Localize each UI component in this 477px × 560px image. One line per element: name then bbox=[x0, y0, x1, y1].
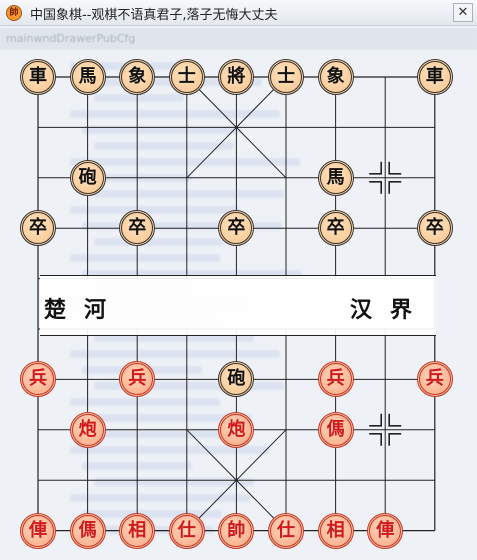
background-code-line bbox=[70, 398, 220, 406]
background-code-line bbox=[82, 126, 242, 134]
black-piece[interactable]: 車 bbox=[20, 59, 56, 95]
background-code-line bbox=[94, 238, 224, 246]
red-piece[interactable]: 炮 bbox=[218, 411, 255, 448]
background-code-line bbox=[94, 142, 234, 150]
black-piece[interactable]: 卒 bbox=[317, 210, 354, 247]
window-title: 中国象棋--观棋不语真君子,落子无悔大丈夫 bbox=[30, 8, 278, 23]
black-piece[interactable]: 卒 bbox=[119, 210, 156, 247]
black-piece[interactable]: 車 bbox=[416, 59, 453, 95]
background-code-line bbox=[70, 158, 300, 166]
background-code-line bbox=[70, 446, 270, 454]
red-piece[interactable]: 兵 bbox=[119, 361, 156, 398]
move-marker-corner bbox=[369, 181, 382, 194]
red-piece[interactable]: 仕 bbox=[168, 512, 205, 549]
red-piece[interactable]: 相 bbox=[119, 512, 156, 549]
background-code-line bbox=[82, 222, 282, 230]
background-tab: mainwndDrawerPubCfg bbox=[0, 28, 477, 50]
red-piece[interactable]: 傌 bbox=[69, 512, 106, 549]
red-piece[interactable]: 兵 bbox=[317, 361, 354, 398]
black-piece[interactable]: 砲 bbox=[69, 159, 106, 196]
red-piece[interactable]: 仕 bbox=[268, 512, 304, 549]
app-icon: 帥 bbox=[6, 5, 22, 21]
title-bar: 帥 中国象棋--观棋不语真君子,落子无悔大丈夫 ✕ bbox=[0, 0, 477, 26]
move-marker-corner bbox=[369, 433, 382, 446]
palace-diagonal bbox=[186, 76, 287, 179]
black-piece[interactable]: 卒 bbox=[218, 210, 255, 247]
black-piece[interactable]: 象 bbox=[119, 59, 156, 95]
palace-diagonal bbox=[186, 429, 287, 531]
background-code-line bbox=[70, 254, 220, 262]
background-code-line bbox=[70, 350, 280, 358]
red-piece[interactable]: 帥 bbox=[218, 512, 255, 549]
move-marker-corner bbox=[388, 181, 402, 194]
background-code-line bbox=[70, 206, 240, 214]
red-piece[interactable]: 炮 bbox=[69, 411, 106, 448]
move-marker-corner bbox=[388, 413, 402, 427]
river bbox=[40, 275, 436, 336]
background-code-line bbox=[94, 430, 224, 438]
black-piece[interactable]: 卒 bbox=[20, 210, 56, 247]
move-marker-corner bbox=[388, 433, 402, 446]
red-piece[interactable]: 俥 bbox=[20, 512, 56, 549]
black-piece[interactable]: 象 bbox=[317, 59, 354, 95]
black-piece[interactable]: 士 bbox=[168, 59, 205, 95]
background-code-line bbox=[94, 478, 254, 486]
red-piece[interactable]: 傌 bbox=[317, 411, 354, 448]
background-code-line bbox=[94, 94, 184, 102]
move-marker-corner bbox=[388, 161, 402, 175]
background-code-line bbox=[70, 110, 280, 118]
background-code-line bbox=[94, 334, 254, 342]
background-code-line bbox=[70, 494, 250, 502]
background-code-line bbox=[94, 382, 284, 390]
river-right-label: 汉界 bbox=[350, 297, 431, 323]
background-code-line bbox=[94, 190, 284, 198]
red-piece[interactable]: 相 bbox=[317, 512, 354, 549]
red-piece[interactable]: 兵 bbox=[416, 361, 453, 398]
background-code-line bbox=[82, 414, 252, 422]
red-piece[interactable]: 俥 bbox=[367, 512, 404, 549]
background-code-line bbox=[82, 270, 302, 278]
move-marker-corner bbox=[369, 413, 382, 427]
black-piece[interactable]: 馬 bbox=[69, 59, 106, 95]
black-piece[interactable]: 馬 bbox=[317, 159, 354, 196]
close-button[interactable]: ✕ bbox=[453, 3, 473, 22]
black-piece[interactable]: 卒 bbox=[416, 210, 453, 247]
black-piece[interactable]: 士 bbox=[268, 59, 304, 95]
background-code-line bbox=[82, 510, 222, 518]
black-piece[interactable]: 砲 bbox=[218, 361, 255, 398]
black-piece[interactable]: 將 bbox=[218, 59, 255, 95]
river-left-label: 楚河 bbox=[44, 297, 125, 323]
move-marker-corner bbox=[369, 161, 382, 175]
red-piece[interactable]: 兵 bbox=[20, 361, 56, 398]
